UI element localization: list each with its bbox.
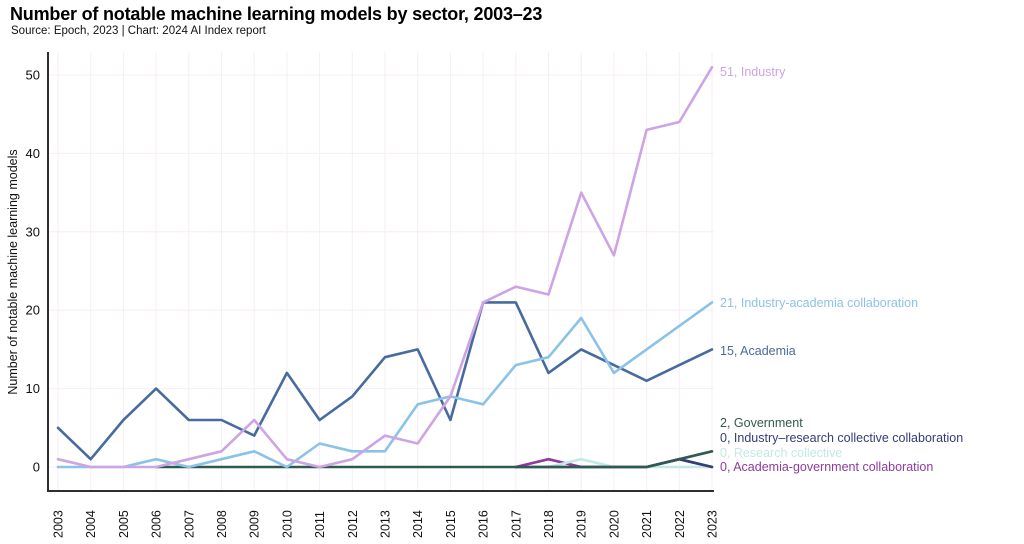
series-line-academia	[56, 301, 714, 461]
y-tick-label: 50	[26, 68, 40, 83]
series-end-label-industry: 51, Industry	[720, 65, 786, 79]
x-tick-label: 2021	[640, 510, 654, 538]
x-tick-label: 2003	[52, 510, 66, 538]
series-end-label-industry-academia: 21, Industry-academia collaboration	[720, 296, 918, 310]
series-end-label-academia-government: 0, Academia-government collaboration	[720, 460, 933, 474]
series-end-label-industry-research-collective: 0, Industry–research collective collabor…	[720, 431, 963, 445]
x-tick-label: 2020	[607, 510, 621, 538]
x-tick-label: 2014	[411, 510, 425, 538]
chart-title: Number of notable machine learning model…	[10, 4, 543, 24]
x-tick-label: 2005	[117, 510, 131, 538]
series-end-label-academia: 15, Academia	[720, 344, 796, 358]
x-tick-label: 2018	[542, 510, 556, 538]
x-tick-label: 2013	[379, 510, 393, 538]
series-line-government	[154, 450, 714, 469]
x-tick-label: 2023	[706, 510, 720, 538]
chart-source: Source: Epoch, 2023 | Chart: 2024 AI Ind…	[11, 25, 266, 37]
y-axis-title: Number of notable machine learning model…	[6, 149, 20, 394]
x-tick-label: 2010	[280, 510, 294, 538]
series-end-label-research-collective: 0, Research collective	[720, 446, 842, 460]
x-tick-label: 2017	[509, 510, 523, 538]
x-tick-label: 2011	[313, 511, 327, 538]
x-tick-label: 2012	[346, 510, 360, 538]
series-line-industry-academia	[56, 301, 714, 469]
y-tick-label: 0	[33, 460, 40, 475]
x-tick-label: 2019	[575, 510, 589, 538]
x-tick-label: 2004	[84, 510, 98, 538]
x-tick-label: 2008	[215, 510, 229, 538]
x-tick-label: 2009	[248, 510, 262, 538]
series-end-label-government: 2, Government	[720, 416, 803, 430]
x-tick-label: 2022	[673, 510, 687, 538]
x-tick-label: 2016	[477, 510, 491, 538]
y-tick-label: 30	[26, 224, 40, 239]
y-tick-label: 40	[26, 146, 40, 161]
x-tick-label: 2015	[444, 510, 458, 538]
series-line-industry	[56, 65, 714, 469]
y-tick-label: 20	[26, 303, 40, 318]
x-tick-label: 2006	[150, 510, 164, 538]
y-tick-label: 10	[26, 381, 40, 396]
x-tick-label: 2007	[182, 510, 196, 538]
